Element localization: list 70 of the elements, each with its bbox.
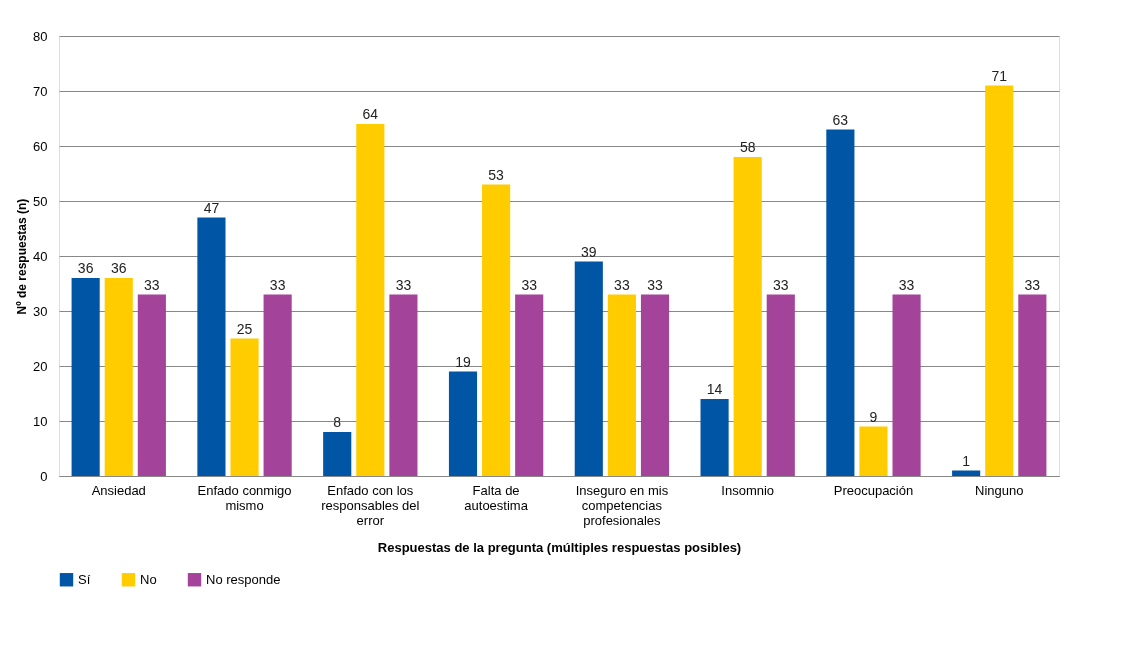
x-tick-label: Insomnio [721,482,775,498]
data-label: 36 [110,260,127,276]
bar [71,278,100,476]
bar [104,278,133,476]
bar [607,294,636,476]
bar [892,294,921,476]
y-tick-label: 30 [33,303,48,319]
bar [952,470,981,476]
x-tick-label: Enfado con los responsables del error [321,482,420,528]
data-label: 33 [269,276,286,293]
data-label: 33 [144,276,160,293]
bar [515,294,544,476]
x-tick-label: Ansiedad [91,482,146,498]
data-label: 33 [395,276,412,293]
data-label: 39 [581,243,597,260]
data-label: 33 [521,276,538,293]
data-label: 33 [614,276,630,293]
bar [640,294,670,476]
y-tick-label: 70 [33,83,48,99]
data-label: 63 [832,111,849,128]
bar [859,426,888,476]
bar [137,294,166,476]
bar [197,217,226,476]
data-label: 47 [203,199,220,216]
x-tick-label: Ninguno [975,482,1024,498]
data-label: 33 [1024,276,1041,293]
bar [448,371,478,476]
data-label: 8 [333,414,342,430]
x-tick-label: Falta de autoestima [464,482,529,513]
y-tick-label: 20 [33,358,48,374]
data-label: 58 [739,139,756,155]
legend-label: No [140,571,157,587]
bar [356,124,385,476]
data-label: 14 [706,381,723,397]
data-label: 1 [962,452,971,469]
bar [766,294,795,476]
y-tick-label: 80 [33,28,48,44]
y-tick-label: 40 [33,248,48,264]
bar [230,338,259,476]
bar [389,294,418,476]
bar [263,294,292,476]
bar [700,399,729,476]
y-tick-label: 0 [40,468,48,484]
legend-label: No responde [206,571,281,587]
data-label: 36 [77,260,94,276]
data-label: 64 [362,106,379,122]
data-label: 33 [647,276,663,293]
bar [826,129,855,476]
x-tick-label: Enfado conmigo mismo [197,482,292,513]
bar [482,184,511,476]
data-label: 25 [236,320,253,337]
bar [733,157,762,476]
y-tick-label: 50 [33,193,48,209]
legend-label: Sí [78,571,91,587]
y-axis-title: Nº de respuestas (n) [15,198,30,315]
x-tick-label: Preocupación [833,482,914,498]
y-tick-label: 60 [33,138,48,154]
x-tick-label: Inseguro en mis competencias profesionales [575,482,669,528]
bar [574,261,603,476]
data-label: 33 [898,276,915,293]
bar [985,85,1014,476]
data-label: 19 [455,353,471,370]
bar [1018,294,1047,476]
bar [323,432,352,476]
y-tick-label: 10 [33,413,48,429]
data-label: 33 [772,276,789,293]
data-label: 9 [869,408,878,425]
data-label: 71 [991,67,1008,84]
data-label: 53 [488,166,505,183]
x-axis-title: Respuestas de la pregunta (múltiples respuestas posibles) [377,539,742,555]
